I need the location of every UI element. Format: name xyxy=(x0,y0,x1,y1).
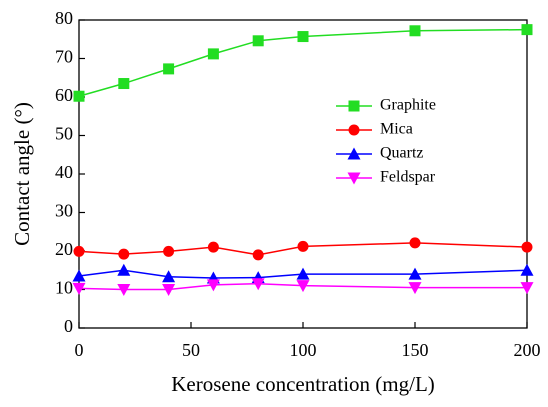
marker xyxy=(73,90,85,102)
marker xyxy=(117,284,131,296)
legend-label: Mica xyxy=(380,121,413,138)
marker xyxy=(297,240,309,252)
y-tick-label: 70 xyxy=(55,47,73,67)
x-tick-label: 150 xyxy=(402,340,429,360)
marker xyxy=(162,270,176,283)
legend-marker xyxy=(347,172,361,185)
marker xyxy=(520,282,534,295)
series-line xyxy=(78,28,528,97)
legend-label: Feldspar xyxy=(380,169,436,186)
x-tick-label: 0 xyxy=(75,340,84,360)
marker xyxy=(73,245,85,257)
x-tick-label: 50 xyxy=(182,340,200,360)
marker xyxy=(163,63,175,75)
series-line xyxy=(78,269,528,279)
y-tick-label: 40 xyxy=(55,162,73,182)
marker xyxy=(206,279,220,292)
marker xyxy=(207,48,219,60)
marker xyxy=(207,241,219,253)
marker xyxy=(521,241,533,253)
legend-marker xyxy=(347,147,361,160)
marker xyxy=(521,24,533,36)
marker xyxy=(72,269,86,282)
marker xyxy=(297,31,309,43)
y-tick-label: 0 xyxy=(64,316,73,336)
marker xyxy=(162,284,176,296)
marker xyxy=(296,280,310,293)
x-axis-label: Kerosene concentration (mg/L) xyxy=(171,372,435,396)
x-tick-label: 100 xyxy=(290,340,317,360)
marker xyxy=(408,267,422,280)
y-tick-label: 20 xyxy=(55,239,73,259)
marker xyxy=(118,248,130,260)
marker xyxy=(117,263,131,276)
x-tick-label: 200 xyxy=(514,340,541,360)
marker xyxy=(118,78,130,90)
y-tick-label: 10 xyxy=(55,278,73,298)
y-tick-label: 60 xyxy=(55,85,73,105)
marker xyxy=(520,263,534,276)
marker xyxy=(163,245,175,257)
legend-marker xyxy=(348,100,360,112)
y-tick-label: 80 xyxy=(55,8,73,28)
marker xyxy=(252,35,264,47)
series-line xyxy=(78,242,528,256)
marker xyxy=(408,282,422,295)
y-axis-label: Contact angle (°) xyxy=(10,102,34,246)
series-line xyxy=(78,282,527,291)
legend-label: Quartz xyxy=(380,145,424,162)
marker xyxy=(409,237,421,249)
legend-marker xyxy=(348,124,360,136)
y-tick-label: 50 xyxy=(55,124,73,144)
marker xyxy=(251,278,265,291)
y-tick-label: 30 xyxy=(55,201,73,221)
legend-label: Graphite xyxy=(380,97,436,114)
marker xyxy=(72,282,86,295)
marker xyxy=(409,25,421,37)
marker xyxy=(296,267,310,280)
marker xyxy=(252,249,264,261)
